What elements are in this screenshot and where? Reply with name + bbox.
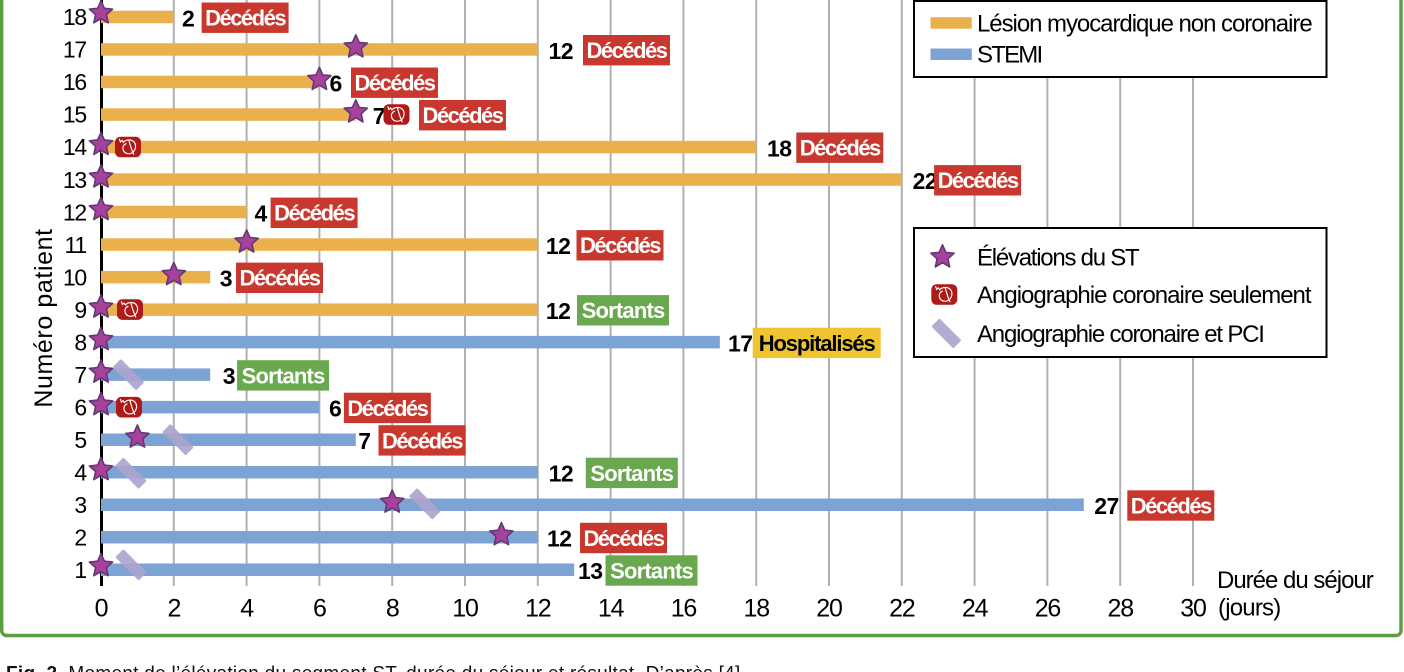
- svg-text:20: 20: [816, 595, 842, 623]
- svg-text:22: 22: [889, 595, 915, 623]
- svg-text:10: 10: [452, 595, 478, 623]
- svg-text:Élévations du ST: Élévations du ST: [977, 244, 1140, 271]
- svg-text:4: 4: [255, 200, 268, 226]
- svg-text:13: 13: [63, 167, 87, 193]
- svg-text:Décédés: Décédés: [274, 201, 355, 226]
- svg-text:18: 18: [63, 4, 87, 30]
- svg-text:11: 11: [65, 232, 87, 258]
- svg-text:Décédés: Décédés: [580, 233, 661, 258]
- svg-text:3: 3: [220, 265, 232, 291]
- svg-text:22: 22: [913, 168, 938, 194]
- svg-text:18: 18: [743, 595, 769, 623]
- svg-text:Durée du séjour: Durée du séjour: [1217, 567, 1374, 594]
- svg-text:Sortants: Sortants: [590, 461, 673, 486]
- svg-text:STEMI: STEMI: [977, 42, 1041, 69]
- svg-text:Numéro patient: Numéro patient: [30, 228, 58, 407]
- svg-text:16: 16: [63, 69, 87, 95]
- svg-text:12: 12: [546, 298, 571, 324]
- svg-text:10: 10: [63, 264, 87, 290]
- svg-text:27: 27: [1094, 493, 1119, 519]
- svg-text:24: 24: [962, 595, 989, 623]
- svg-text:Fig. 2. Moment de l’élévation: Fig. 2. Moment de l’élévation du segment…: [6, 664, 746, 672]
- svg-text:9: 9: [74, 297, 86, 323]
- svg-text:6: 6: [330, 70, 342, 96]
- svg-text:14: 14: [598, 595, 625, 623]
- svg-text:6: 6: [74, 394, 86, 420]
- svg-text:12: 12: [549, 38, 574, 64]
- svg-text:12: 12: [63, 199, 87, 225]
- svg-text:0: 0: [95, 595, 108, 623]
- svg-text:3: 3: [223, 363, 235, 389]
- svg-text:Lésion myocardique non coronai: Lésion myocardique non coronaire: [977, 10, 1312, 37]
- svg-text:Sortants: Sortants: [242, 363, 325, 388]
- svg-text:30: 30: [1180, 595, 1206, 623]
- svg-text:2: 2: [182, 5, 194, 31]
- svg-text:3: 3: [74, 492, 86, 518]
- svg-text:15: 15: [63, 102, 87, 128]
- svg-text:Décédés: Décédés: [354, 71, 435, 96]
- svg-text:12: 12: [547, 526, 572, 552]
- svg-text:6: 6: [313, 595, 326, 623]
- svg-text:Angiographie coronaire seuleme: Angiographie coronaire seulement: [977, 282, 1312, 309]
- svg-text:18: 18: [767, 135, 792, 161]
- svg-text:Hospitalisés: Hospitalisés: [759, 331, 876, 356]
- svg-text:12: 12: [549, 461, 574, 487]
- svg-text:Décédés: Décédés: [422, 103, 503, 128]
- svg-text:16: 16: [671, 595, 697, 623]
- svg-text:Sortants: Sortants: [582, 298, 665, 323]
- svg-text:26: 26: [1035, 595, 1061, 623]
- svg-text:1: 1: [74, 557, 86, 583]
- svg-text:17: 17: [63, 37, 87, 63]
- svg-text:Décédés: Décédés: [800, 136, 881, 161]
- svg-text:Angiographie coronaire et PCI: Angiographie coronaire et PCI: [977, 321, 1264, 348]
- svg-text:6: 6: [329, 396, 341, 422]
- svg-text:Décédés: Décédés: [382, 428, 463, 453]
- svg-text:14: 14: [63, 134, 88, 160]
- svg-text:Décédés: Décédés: [347, 396, 428, 421]
- svg-text:2: 2: [74, 525, 86, 551]
- svg-text:13: 13: [578, 558, 603, 584]
- svg-text:Décédés: Décédés: [586, 38, 667, 63]
- svg-text:(jours): (jours): [1218, 595, 1280, 622]
- svg-text:7: 7: [358, 428, 370, 454]
- svg-text:Décédés: Décédés: [205, 6, 286, 31]
- svg-text:28: 28: [1107, 595, 1133, 623]
- svg-text:8: 8: [74, 329, 86, 355]
- svg-text:Décédés: Décédés: [239, 266, 320, 291]
- svg-text:2: 2: [167, 595, 180, 623]
- svg-text:4: 4: [240, 595, 254, 623]
- svg-text:Sortants: Sortants: [610, 558, 693, 583]
- svg-text:Décédés: Décédés: [583, 526, 664, 551]
- svg-text:12: 12: [546, 233, 571, 259]
- svg-text:Décédés: Décédés: [1131, 493, 1212, 518]
- svg-text:7: 7: [74, 362, 86, 388]
- svg-text:7: 7: [373, 103, 385, 129]
- svg-text:Décédés: Décédés: [938, 168, 1019, 193]
- svg-text:4: 4: [74, 459, 87, 485]
- svg-text:12: 12: [525, 595, 551, 623]
- svg-text:5: 5: [74, 427, 86, 453]
- svg-text:17: 17: [728, 331, 753, 357]
- svg-text:8: 8: [386, 595, 399, 623]
